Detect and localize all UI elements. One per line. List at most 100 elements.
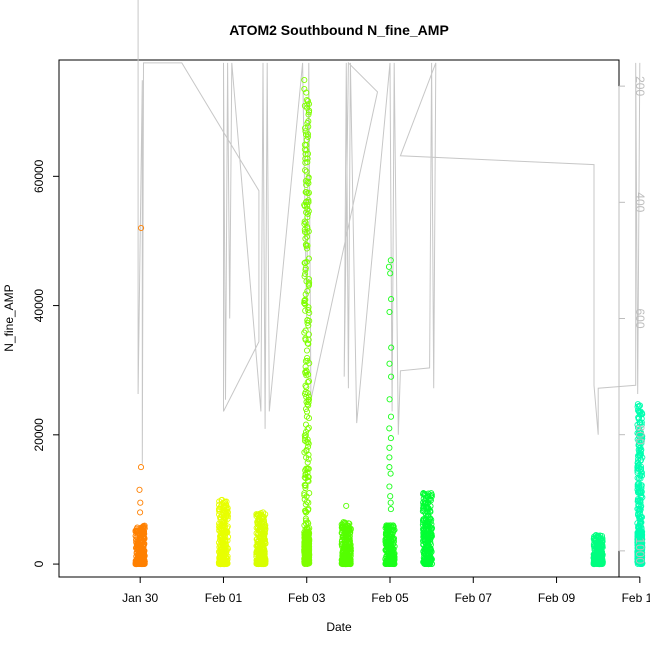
data-point: [302, 219, 309, 226]
data-point: [139, 524, 146, 531]
y-tick-label: 0: [32, 560, 46, 567]
data-point: [133, 539, 140, 546]
data-point: [302, 199, 310, 206]
data-point: [420, 499, 427, 506]
data-point: [344, 554, 351, 561]
data-point: [255, 512, 262, 519]
x-tick-label: Feb 01: [205, 591, 243, 605]
data-point: [305, 111, 312, 118]
data-point: [257, 558, 264, 565]
x-tick-label: Feb 11: [622, 591, 650, 605]
data-point: [390, 535, 398, 542]
data-point: [638, 415, 645, 422]
data-point: [301, 273, 308, 280]
data-point: [301, 481, 308, 489]
data-point: [636, 440, 643, 447]
data-point: [302, 155, 309, 162]
data-point: [423, 508, 430, 515]
x-tick-label: Feb 07: [455, 591, 493, 605]
data-point-outlier: [137, 499, 144, 506]
data-point: [302, 131, 310, 138]
data-point: [302, 125, 309, 132]
y-tick-label: 20000: [32, 418, 46, 452]
data-point: [254, 538, 262, 545]
data-point: [254, 511, 261, 518]
series-0: [132, 224, 148, 568]
data-point: [303, 181, 310, 188]
data-point: [134, 560, 141, 568]
secondary-line-series: [137, 0, 641, 464]
data-point: [304, 97, 312, 105]
data-point: [637, 496, 644, 503]
series-3: [301, 76, 313, 568]
data-point: [635, 536, 642, 543]
data-point: [421, 491, 428, 499]
data-point: [301, 85, 308, 93]
data-point-outlier: [136, 486, 143, 493]
data-point: [636, 448, 643, 456]
data-point: [302, 475, 309, 482]
data-point: [305, 118, 312, 125]
data-point: [591, 545, 598, 552]
data-point: [635, 524, 642, 531]
data-point: [387, 541, 394, 548]
data-point: [636, 523, 643, 530]
y2-tick-label: 1000: [633, 538, 647, 565]
data-point: [422, 523, 429, 530]
data-point: [261, 519, 268, 526]
data-point: [303, 536, 310, 543]
data-point: [305, 175, 312, 182]
data-point: [425, 512, 432, 519]
data-point: [301, 490, 308, 497]
data-point: [638, 537, 645, 544]
data-point: [421, 555, 428, 563]
series-6: [419, 490, 436, 568]
data-point-outlier: [137, 509, 144, 516]
data-point: [134, 543, 141, 550]
data-point: [218, 535, 225, 542]
data-point-outlier: [387, 493, 394, 500]
data-point: [224, 510, 231, 517]
data-point: [137, 534, 144, 541]
y-tick-label: 40000: [32, 289, 46, 323]
data-point-outlier: [387, 435, 394, 442]
data-point: [427, 553, 434, 560]
data-point-outlier: [386, 425, 393, 432]
data-point: [301, 492, 308, 499]
data-point-outlier: [386, 308, 393, 316]
data-point: [420, 502, 427, 509]
data-point-outlier: [385, 263, 393, 270]
data-point: [303, 168, 310, 175]
series-7: [590, 531, 606, 568]
data-point-outlier: [387, 257, 394, 264]
data-point: [260, 546, 267, 554]
data-point: [302, 235, 309, 242]
data-point: [304, 354, 311, 362]
data-point: [220, 524, 227, 531]
data-point-outlier: [387, 470, 394, 477]
data-point: [217, 556, 224, 563]
data-point: [597, 532, 604, 539]
data-point-outlier: [386, 464, 393, 471]
data-point-outlier: [386, 483, 393, 490]
data-point: [216, 554, 223, 562]
data-point: [637, 560, 644, 567]
data-point: [302, 296, 309, 303]
data-point: [599, 538, 606, 545]
data-point: [303, 245, 310, 252]
data-point-outlier: [386, 444, 393, 451]
series-2: [253, 509, 269, 568]
y2-tick-label: 600: [633, 308, 647, 328]
data-point-outlier: [388, 373, 395, 380]
data-point: [305, 307, 312, 314]
data-point: [140, 559, 147, 566]
data-point: [223, 560, 230, 567]
data-point: [598, 551, 605, 558]
data-point: [638, 554, 645, 561]
data-point: [221, 498, 229, 505]
data-point-outlier: [137, 464, 145, 471]
data-point: [254, 559, 261, 566]
data-point: [261, 530, 268, 537]
data-point: [592, 532, 600, 539]
data-point: [305, 558, 312, 565]
